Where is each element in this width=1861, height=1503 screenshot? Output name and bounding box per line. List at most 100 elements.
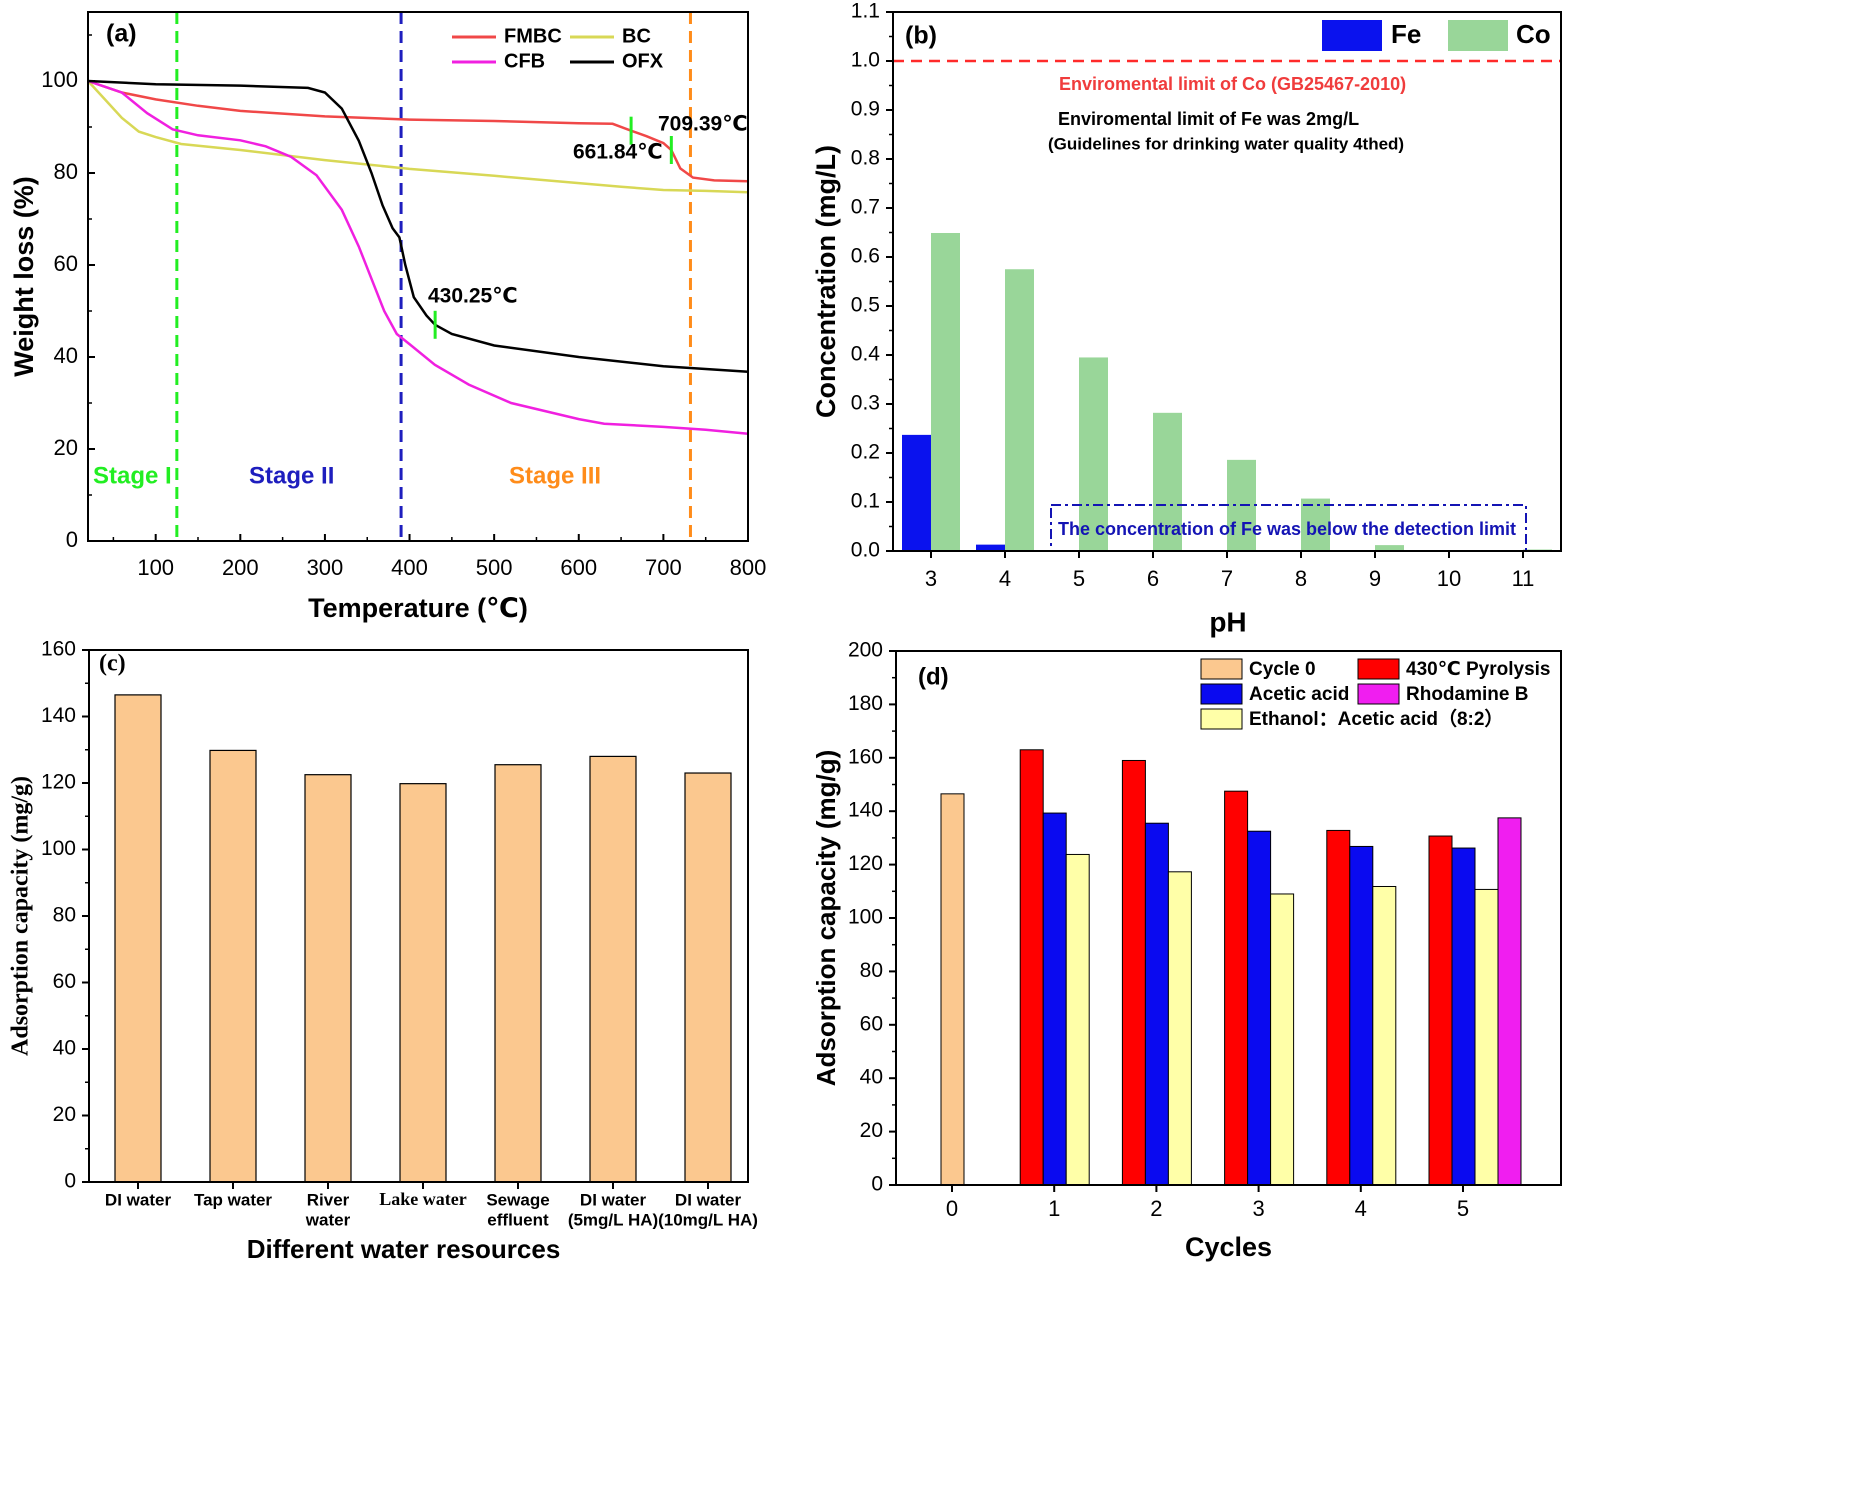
- bar-ethanol: [1167, 871, 1192, 1186]
- bar: [209, 749, 257, 1183]
- y-tick-label: 40: [54, 343, 78, 368]
- y-tick-label: 60: [54, 251, 78, 276]
- y-tick-label: 0: [871, 1173, 883, 1196]
- bar-acetic: [1247, 830, 1272, 1186]
- x-tick-label: 10: [1437, 566, 1461, 591]
- series-line-cfb: [87, 79, 749, 436]
- panel-label: (d): [918, 663, 949, 690]
- x-tick-label: water: [305, 1210, 351, 1229]
- x-tick-label: 600: [560, 555, 597, 580]
- bar-co: [1375, 545, 1404, 551]
- y-tick-label: 20: [53, 1103, 76, 1126]
- legend-swatch-co: [1448, 20, 1508, 51]
- x-tick-label: 4: [999, 566, 1011, 591]
- x-tick-label: DI water: [675, 1190, 742, 1209]
- bar-co: [1301, 498, 1330, 551]
- bar-co: [1153, 412, 1182, 551]
- x-axis-title: Cycles: [1185, 1232, 1272, 1262]
- legend-label: Cycle 0: [1249, 659, 1316, 680]
- y-tick-label: 140: [848, 799, 883, 822]
- bar-acetic: [1349, 845, 1374, 1186]
- bar: [494, 764, 542, 1183]
- y-tick-label: 40: [860, 1066, 883, 1089]
- x-tick-label: 300: [307, 555, 344, 580]
- y-axis-title: Weight loss (%): [9, 176, 39, 377]
- series-line-fmbc: [87, 79, 749, 183]
- bar-co: [931, 232, 960, 552]
- x-tick-label: 400: [391, 555, 428, 580]
- y-tick-label: 0.8: [851, 147, 880, 170]
- y-tick-label: 0: [66, 527, 78, 552]
- legend-label: 430℃ Pyrolysis: [1406, 659, 1551, 680]
- bar-430: [1224, 790, 1249, 1186]
- y-tick-label: 120: [41, 771, 76, 794]
- x-tick-label: effluent: [487, 1210, 549, 1229]
- bar-430: [1326, 829, 1351, 1186]
- x-tick-label: 5: [1073, 566, 1085, 591]
- x-tick-label: Sewage: [486, 1190, 549, 1209]
- y-tick-label: 180: [848, 692, 883, 715]
- plot-frame: [87, 11, 749, 542]
- panel-label: (a): [106, 20, 137, 48]
- y-tick-label: 0.5: [851, 294, 880, 317]
- bar-ethanol: [1270, 893, 1295, 1186]
- y-tick-label: 0: [64, 1170, 76, 1193]
- y-tick-label: 100: [848, 906, 883, 929]
- x-tick-label: 100: [137, 555, 174, 580]
- y-tick-label: 160: [848, 745, 883, 768]
- bar: [399, 783, 447, 1183]
- y-tick-label: 20: [860, 1119, 883, 1142]
- y-tick-label: 20: [54, 435, 78, 460]
- x-tick-label: 200: [222, 555, 259, 580]
- x-tick-label: 800: [730, 555, 767, 580]
- bar-rhodamine: [1497, 817, 1522, 1186]
- y-tick-label: 120: [848, 852, 883, 875]
- x-tick-label: (10mg/L HA): [658, 1210, 758, 1229]
- x-tick-label: 11: [1512, 566, 1535, 591]
- legend-label: Rhodamine B: [1406, 684, 1528, 705]
- legend-label-fe: Fe: [1391, 19, 1421, 49]
- y-tick-label: 0.9: [851, 98, 880, 121]
- x-axis-title: Temperature (℃): [308, 593, 528, 623]
- y-tick-label: 100: [41, 837, 76, 860]
- bar-co: [1079, 357, 1108, 551]
- x-tick-label: DI water: [105, 1190, 172, 1209]
- limit-annotation-fe: Enviromental limit of Fe was 2mg/L: [1058, 109, 1359, 129]
- legend-swatch-fe: [1322, 20, 1382, 51]
- y-tick-label: 60: [53, 970, 76, 993]
- y-tick-label: 80: [54, 159, 78, 184]
- series-line-bc: [87, 80, 749, 194]
- x-tick-label: 6: [1147, 566, 1159, 591]
- detection-annotation: The concentration of Fe was below the de…: [1058, 519, 1516, 539]
- bar-fe: [976, 544, 1005, 551]
- y-axis-title: Adsorption capacity (mg/g): [811, 750, 841, 1087]
- legend-label: FMBC: [504, 25, 562, 47]
- y-tick-label: 0.0: [851, 539, 880, 562]
- legend-swatch: [1357, 658, 1400, 680]
- x-tick-label: 2: [1150, 1196, 1162, 1221]
- marker-label: 430.25℃: [428, 285, 518, 308]
- x-tick-label: DI water: [580, 1190, 647, 1209]
- bar-430: [1019, 749, 1044, 1186]
- y-axis-title: Concentration (mg/L): [811, 145, 841, 418]
- limit-annotation-co: Enviromental limit of Co (GB25467-2010): [1059, 74, 1406, 94]
- x-axis-title: Different water resources: [247, 1234, 561, 1264]
- y-tick-label: 160: [41, 638, 76, 661]
- x-tick-label: 9: [1369, 566, 1381, 591]
- panel-b: Enviromental limit of Co (GB25467-2010) E…: [811, 0, 1562, 637]
- x-tick-label: 500: [476, 555, 513, 580]
- y-tick-label: 0.1: [851, 490, 880, 513]
- x-tick-label: 700: [645, 555, 682, 580]
- panel-label: (c): [99, 651, 126, 677]
- bar: [684, 772, 732, 1183]
- bar-ethanol: [1372, 885, 1397, 1186]
- legend-label-co: Co: [1516, 19, 1551, 49]
- y-tick-label: 0.6: [851, 245, 880, 268]
- bar-430: [1428, 835, 1453, 1186]
- y-tick-label: 1.1: [851, 0, 880, 23]
- x-tick-label: 3: [925, 566, 937, 591]
- stage-label: Stage III: [509, 462, 601, 489]
- y-tick-label: 140: [41, 704, 76, 727]
